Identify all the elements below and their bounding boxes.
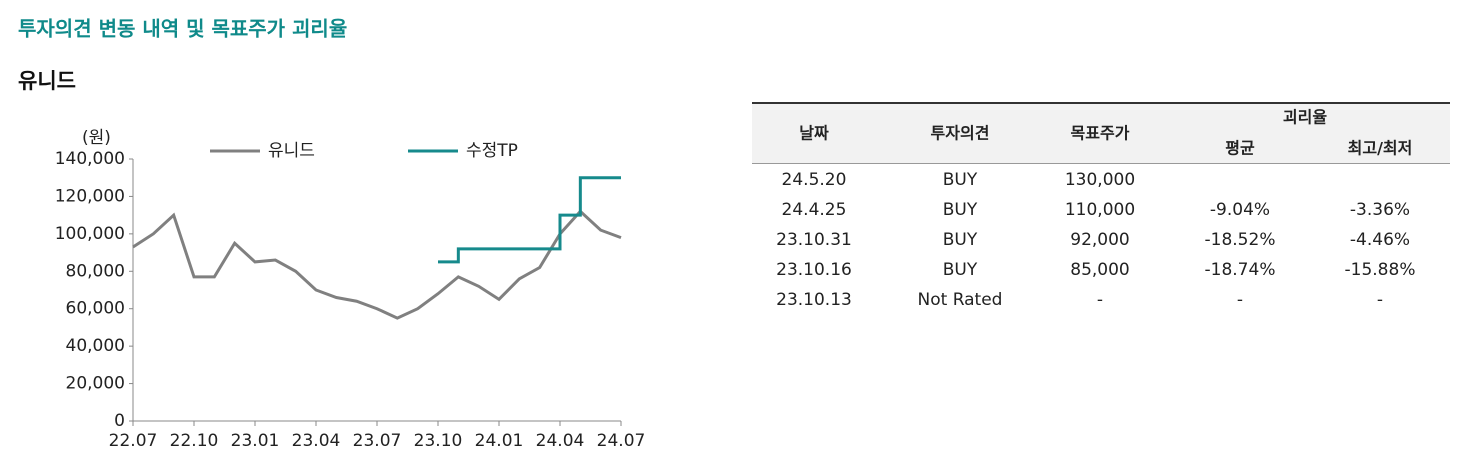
table-cell: 23.10.16 bbox=[776, 260, 852, 280]
table-cell: - bbox=[1377, 290, 1383, 310]
column-header: 투자의견 bbox=[931, 124, 990, 143]
table-cell: BUY bbox=[943, 230, 978, 250]
legend-label: 수정TP bbox=[466, 141, 518, 161]
table-cell: 110,000 bbox=[1065, 200, 1135, 220]
y-tick-label: 20,000 bbox=[66, 374, 125, 394]
table-cell: 23.10.31 bbox=[776, 230, 852, 250]
x-tick-label: 23.07 bbox=[353, 431, 402, 451]
company-name: 유니드 bbox=[18, 69, 76, 93]
series-line bbox=[438, 176, 621, 264]
x-tick-label: 22.10 bbox=[170, 431, 219, 451]
sub-column-header: 평균 bbox=[1225, 139, 1255, 158]
y-tick-label: 120,000 bbox=[55, 186, 125, 206]
x-tick-label: 23.01 bbox=[231, 431, 280, 451]
table-cell: Not Rated bbox=[918, 290, 1003, 310]
y-tick-label: 0 bbox=[114, 411, 125, 431]
table-cell: 24.4.25 bbox=[782, 200, 847, 220]
series-line bbox=[132, 209, 622, 320]
table-cell: BUY bbox=[943, 260, 978, 280]
table-cell: BUY bbox=[943, 200, 978, 220]
table-cell: 24.5.20 bbox=[782, 170, 847, 190]
y-tick-label: 40,000 bbox=[66, 336, 125, 356]
table-cell: - bbox=[1237, 290, 1243, 310]
table-cell: 92,000 bbox=[1070, 230, 1129, 250]
table-cell: 130,000 bbox=[1065, 170, 1135, 190]
table-cell: 23.10.13 bbox=[776, 290, 852, 310]
table-cell: -15.88% bbox=[1345, 260, 1416, 280]
table-cell: -3.36% bbox=[1350, 200, 1410, 220]
x-tick-label: 23.10 bbox=[414, 431, 463, 451]
x-tick-label: 22.07 bbox=[109, 431, 158, 451]
sub-column-header: 최고/최저 bbox=[1348, 139, 1413, 158]
table-cell: - bbox=[1097, 290, 1103, 310]
table-header-bg bbox=[752, 104, 1450, 163]
y-tick-label: 60,000 bbox=[66, 299, 125, 319]
report-title: 투자의견 변동 내역 및 목표주가 괴리율 bbox=[18, 17, 347, 41]
table-cell: 85,000 bbox=[1070, 260, 1129, 280]
y-axis-label: (원) bbox=[82, 128, 111, 148]
y-tick-label: 100,000 bbox=[55, 224, 125, 244]
x-tick-label: 24.07 bbox=[597, 431, 646, 451]
y-tick-label: 80,000 bbox=[66, 261, 125, 281]
table-cell: -18.74% bbox=[1205, 260, 1276, 280]
y-tick-label: 140,000 bbox=[55, 149, 125, 169]
column-header: 괴리율 bbox=[1283, 108, 1327, 127]
table-cell: BUY bbox=[943, 170, 978, 190]
table-cell: -4.46% bbox=[1350, 230, 1410, 250]
legend-label: 유니드 bbox=[268, 141, 315, 161]
x-tick-label: 24.01 bbox=[475, 431, 524, 451]
table-cell: -9.04% bbox=[1210, 200, 1270, 220]
table-cell: -18.52% bbox=[1205, 230, 1276, 250]
column-header: 날짜 bbox=[799, 124, 829, 143]
x-tick-label: 24.04 bbox=[536, 431, 585, 451]
x-tick-label: 23.04 bbox=[292, 431, 341, 451]
column-header: 목표주가 bbox=[1071, 124, 1130, 143]
